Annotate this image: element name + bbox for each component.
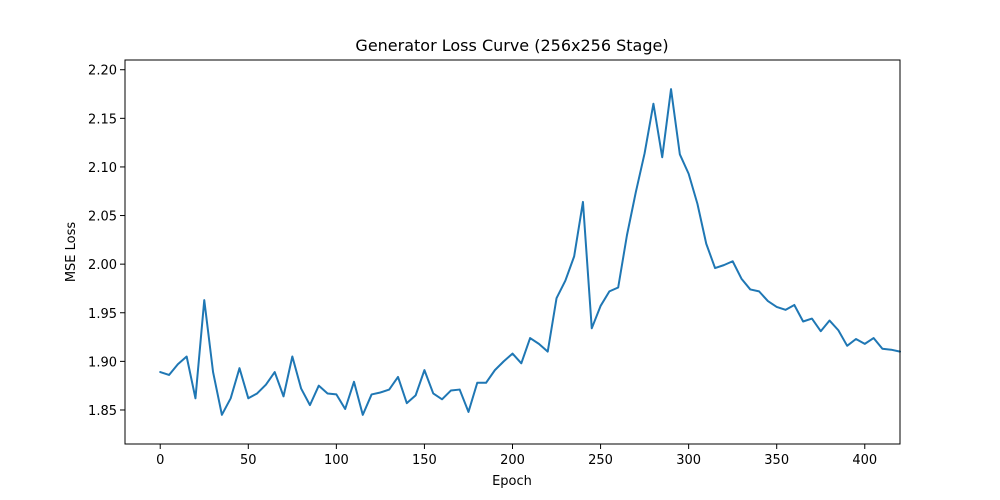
x-tick-label: 150 xyxy=(412,453,437,468)
y-tick-label: 2.05 xyxy=(88,210,117,225)
x-axis-ticks: 0 50 100 150 200 250 300 350 400 xyxy=(156,444,877,468)
y-axis-label: MSE Loss xyxy=(64,222,79,283)
y-tick-label: 1.90 xyxy=(88,355,117,370)
plot-frame xyxy=(124,59,901,445)
y-tick-label: 2.00 xyxy=(88,258,117,273)
x-tick-label: 400 xyxy=(852,453,877,468)
x-tick-label: 50 xyxy=(240,453,257,468)
x-tick-label: 200 xyxy=(500,453,525,468)
y-tick-label: 1.95 xyxy=(88,307,117,322)
x-axis-label: Epoch xyxy=(492,474,532,489)
y-tick-label: 2.20 xyxy=(88,64,117,79)
x-tick-label: 300 xyxy=(676,453,701,468)
y-tick-label: 2.10 xyxy=(88,161,117,176)
x-tick-label: 350 xyxy=(764,453,789,468)
x-tick-label: 250 xyxy=(588,453,613,468)
x-tick-label: 100 xyxy=(324,453,349,468)
y-axis-ticks: 1.85 1.90 1.95 2.00 2.05 2.10 2.15 2.20 xyxy=(88,64,125,419)
y-tick-label: 1.85 xyxy=(88,404,117,419)
series-line-mse-loss xyxy=(159,88,901,416)
x-tick-label: 0 xyxy=(156,453,164,468)
y-tick-label: 2.15 xyxy=(88,112,117,127)
chart-title: Generator Loss Curve (256x256 Stage) xyxy=(355,36,668,55)
